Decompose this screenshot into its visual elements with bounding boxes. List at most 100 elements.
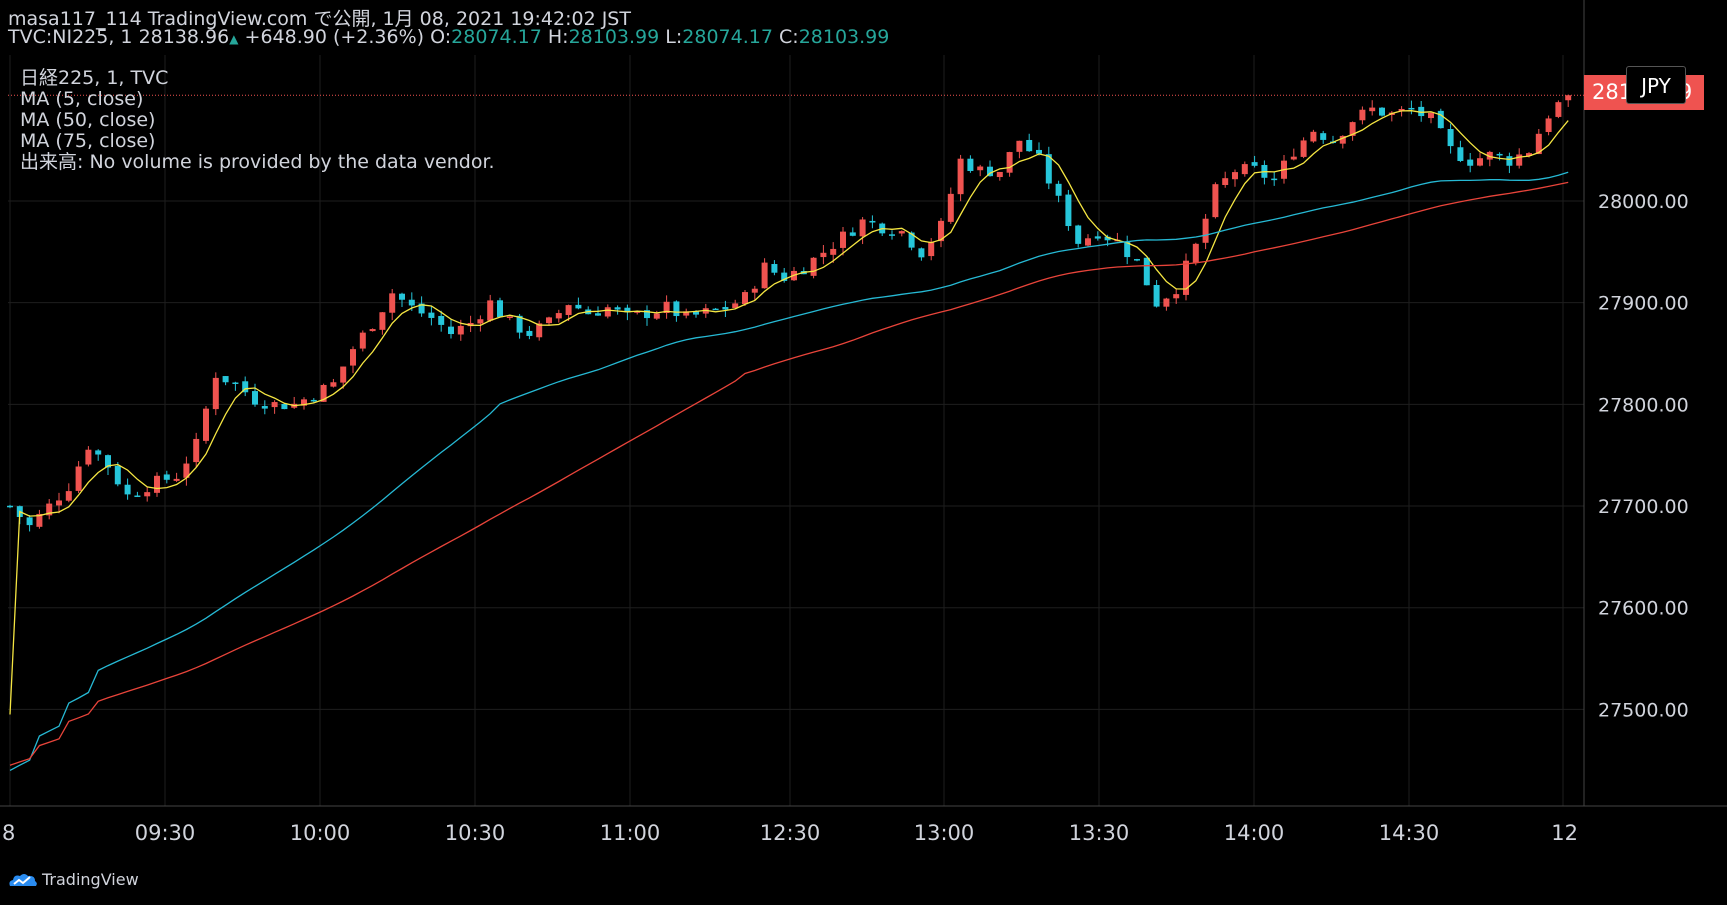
candle-body (673, 301, 680, 317)
legend-ma5[interactable]: MA (5, close) (20, 88, 144, 110)
candle-body (1457, 147, 1464, 161)
y-tick-label: 27700.00 (1598, 496, 1689, 518)
ma-line-5 (9, 110, 1569, 715)
candle-body (977, 166, 984, 171)
candle-body (1428, 112, 1434, 119)
candle-body (1545, 118, 1552, 133)
candle-body (1271, 178, 1278, 181)
x-tick-label: 11:00 (600, 821, 661, 845)
candle-body (624, 307, 631, 313)
candle-body (497, 300, 503, 318)
candle-body (56, 500, 62, 506)
candle-body (830, 248, 837, 255)
symbol-label: TVC:NI225, 1 (8, 26, 133, 48)
candlestick-series (7, 94, 1572, 532)
candle-body (732, 303, 739, 309)
candle-body (124, 484, 131, 495)
candle-body (840, 231, 846, 248)
high-value: 28103.99 (568, 26, 660, 48)
candle-body (898, 231, 905, 234)
candle-body (1496, 153, 1503, 156)
candle-body (947, 193, 954, 222)
candle-body (967, 158, 974, 172)
candle-body (516, 315, 523, 333)
candle-body (526, 330, 533, 336)
candle-body (261, 406, 268, 409)
candle-body (408, 299, 415, 306)
candle-body (350, 349, 356, 366)
candle-body (663, 301, 670, 314)
candle-body (536, 323, 543, 338)
candle-body (810, 257, 817, 276)
candle-body (506, 316, 513, 318)
candle-body (1486, 151, 1493, 160)
x-tick-label: 09:30 (135, 821, 196, 845)
candle-body (222, 376, 229, 383)
candle-body (1379, 107, 1385, 116)
candle-body (203, 408, 209, 441)
tradingview-logo[interactable]: TradingView (8, 870, 139, 889)
candle-body (1526, 153, 1532, 157)
candle-body (987, 166, 993, 177)
candle-body (1447, 129, 1454, 147)
candle-body (1085, 238, 1091, 246)
candle-body (555, 313, 562, 319)
candle-body (1418, 106, 1425, 117)
candle-body (1183, 260, 1189, 295)
candle-body (1516, 154, 1523, 166)
candle-body (1055, 183, 1062, 196)
low-label: L: (665, 26, 683, 48)
open-label: O: (430, 26, 452, 48)
candle-body (1467, 159, 1474, 166)
candle-body (1369, 107, 1376, 112)
candle-body (1437, 110, 1444, 129)
y-tick-label: 27900.00 (1598, 293, 1689, 315)
candle-body (996, 171, 1003, 178)
candle-body (1310, 131, 1317, 142)
legend-ma75[interactable]: MA (75, close) (20, 130, 156, 152)
candle-body (634, 311, 641, 313)
candle-body (1290, 156, 1297, 160)
candle-body (114, 465, 121, 485)
candle-body (212, 377, 219, 410)
candle-body (330, 382, 337, 387)
candle-body (134, 495, 141, 498)
candle-body (105, 455, 111, 468)
x-tick-label: 12:30 (760, 821, 821, 845)
close-value: 28103.99 (798, 26, 890, 48)
candle-body (1535, 133, 1542, 155)
candle-body (1153, 285, 1160, 307)
x-tick-label: 10:00 (290, 821, 351, 845)
candle-body (565, 305, 572, 315)
ma-line-75 (9, 181, 1569, 766)
candle-body (1026, 139, 1033, 152)
candle-body (252, 391, 258, 405)
candle-body (644, 310, 650, 319)
candle-body (281, 403, 288, 410)
candle-body (712, 308, 719, 311)
candle-body (242, 381, 249, 393)
candle-body (869, 220, 876, 223)
x-tick-label: 13:00 (914, 821, 975, 845)
candle-body (1320, 133, 1327, 140)
legend-title[interactable]: 日経225, 1, TVC (20, 67, 169, 89)
publish-info: masa117_114 TradingView.com で公開, 1月 08, … (8, 8, 631, 30)
candle-body (1222, 178, 1229, 185)
candle-body (908, 232, 915, 248)
legend-ma50[interactable]: MA (50, close) (20, 109, 156, 131)
candle-body (722, 307, 729, 310)
candle-body (173, 478, 180, 481)
candle-body (1506, 156, 1513, 166)
candle-body (849, 232, 856, 236)
candle-body (193, 438, 200, 463)
candle-body (614, 307, 621, 310)
y-tick-label: 27500.00 (1598, 699, 1689, 721)
currency-button[interactable]: JPY (1626, 66, 1686, 104)
candle-body (546, 317, 552, 324)
tradingview-logo-icon (9, 873, 37, 886)
candle-body (889, 234, 895, 236)
candle-body (183, 463, 190, 478)
candle-body (1143, 257, 1150, 286)
candle-body (751, 288, 758, 293)
